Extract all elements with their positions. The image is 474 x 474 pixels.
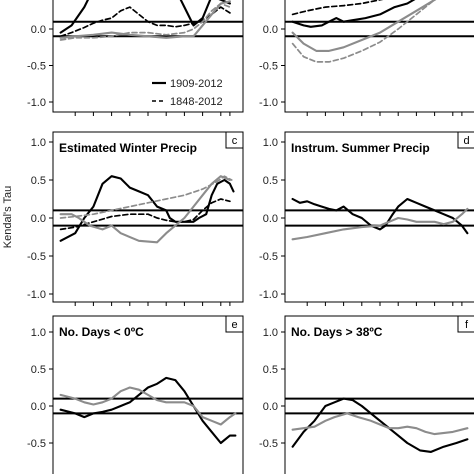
legend: 1909-2012 1848-2012	[152, 78, 223, 108]
y-tick-label: -0.5	[259, 438, 278, 450]
panel-d: -1.0 -0.5 0.0 0.5 1.0 d Instrum. Summer Precip	[259, 131, 474, 306]
y-tick-label: 0.0	[31, 213, 46, 225]
series-line-a-2	[59, 6, 231, 38]
y-tick-label: 0.5	[263, 175, 278, 187]
series-line-e-1	[59, 376, 237, 445]
series-line-e-2	[59, 386, 237, 426]
series-line-c-3	[59, 175, 231, 244]
panel-frame-b	[284, 0, 474, 113]
y-tick-label: -1.0	[259, 289, 278, 301]
y-tick-label: 0.0	[263, 213, 278, 225]
panel-letter-e: e	[225, 315, 244, 333]
series-line-f-2	[291, 412, 469, 436]
panels: -1.0 -0.5 0.0 0.5 -1.0 -0.5 0.0 0.5 -1.0 -0.5 0.0 0…	[27, 0, 474, 474]
panel-frame-f	[284, 315, 474, 474]
y-tick-label: 0.0	[263, 24, 278, 36]
series-line-b-1	[291, 0, 416, 28]
series-line-d-1	[291, 197, 469, 235]
panel-c: -1.0 -0.5 0.0 0.5 1.0 c Estimated Winter Preci…	[27, 131, 244, 306]
panel-b: -1.0-0.50.00.5	[259, 0, 474, 116]
y-tick-label: -1.0	[27, 289, 46, 301]
y-tick-label: 1.0	[263, 327, 278, 339]
legend-label-1909-2012: 1909-2012	[170, 78, 223, 90]
y-tick-label: 1.0	[263, 137, 278, 149]
series-line-c-4	[59, 175, 233, 219]
y-tick-label: 1.0	[31, 327, 46, 339]
series-group-f	[291, 397, 469, 453]
svg-text:f: f	[465, 319, 469, 331]
series-line-d-2	[291, 207, 469, 241]
y-tick-label: -0.5	[259, 251, 278, 263]
panel-letter-c: c	[225, 131, 244, 149]
y-tick-label: -1.0	[27, 97, 46, 109]
y-tick-label: 0.0	[31, 24, 46, 36]
panel-title-f: No. Days > 38ºC	[291, 325, 383, 339]
y-tick-label: 0.0	[263, 401, 278, 413]
y-tick-label: 0.5	[31, 175, 46, 187]
series-group-b	[291, 0, 437, 63]
y-tick-label: 0.5	[31, 364, 46, 376]
svg-text:c: c	[232, 135, 238, 147]
series-line-b-4	[291, 0, 437, 63]
y-axis-label: Kendal's Tau	[2, 186, 14, 248]
series-group-a	[59, 0, 231, 41]
panel-title-c: Estimated Winter Precip	[59, 141, 197, 155]
series-line-c-2	[59, 198, 231, 231]
svg-text:e: e	[231, 319, 237, 331]
y-tick-label: 0.5	[263, 364, 278, 376]
panel-title-e: No. Days < 0ºC	[59, 325, 144, 339]
panel-title-d: Instrum. Summer Precip	[291, 141, 430, 155]
series-group-e	[59, 376, 237, 445]
series-group-d	[291, 197, 469, 241]
y-tick-label: 1.0	[31, 137, 46, 149]
y-tick-label: -0.5	[27, 251, 46, 263]
panel-letter-d: d	[457, 131, 474, 149]
series-line-a-3	[59, 0, 231, 39]
panel-frame-c	[52, 131, 244, 303]
series-line-a-4	[59, 2, 231, 41]
y-tick-label: -0.5	[27, 438, 46, 450]
series-line-c-1	[59, 175, 235, 242]
series-line-b-2	[291, 0, 384, 16]
y-tick-label: -1.0	[259, 97, 278, 109]
panel-frame-e	[52, 315, 244, 474]
svg-text:d: d	[463, 135, 469, 147]
series-line-b-3	[291, 0, 437, 52]
series-group-c	[59, 175, 235, 244]
panel-frame-d	[284, 131, 474, 303]
panel-letter-f: f	[457, 315, 474, 333]
y-tick-label: 0.0	[31, 401, 46, 413]
panel-a: -1.0-0.50.00.5	[27, 0, 244, 116]
y-tick-label: -0.5	[27, 61, 46, 73]
series-line-f-1	[291, 397, 469, 453]
legend-label-1848-2012: 1848-2012	[170, 96, 223, 108]
series-line-a-1	[59, 0, 231, 34]
y-tick-label: -0.5	[259, 61, 278, 73]
